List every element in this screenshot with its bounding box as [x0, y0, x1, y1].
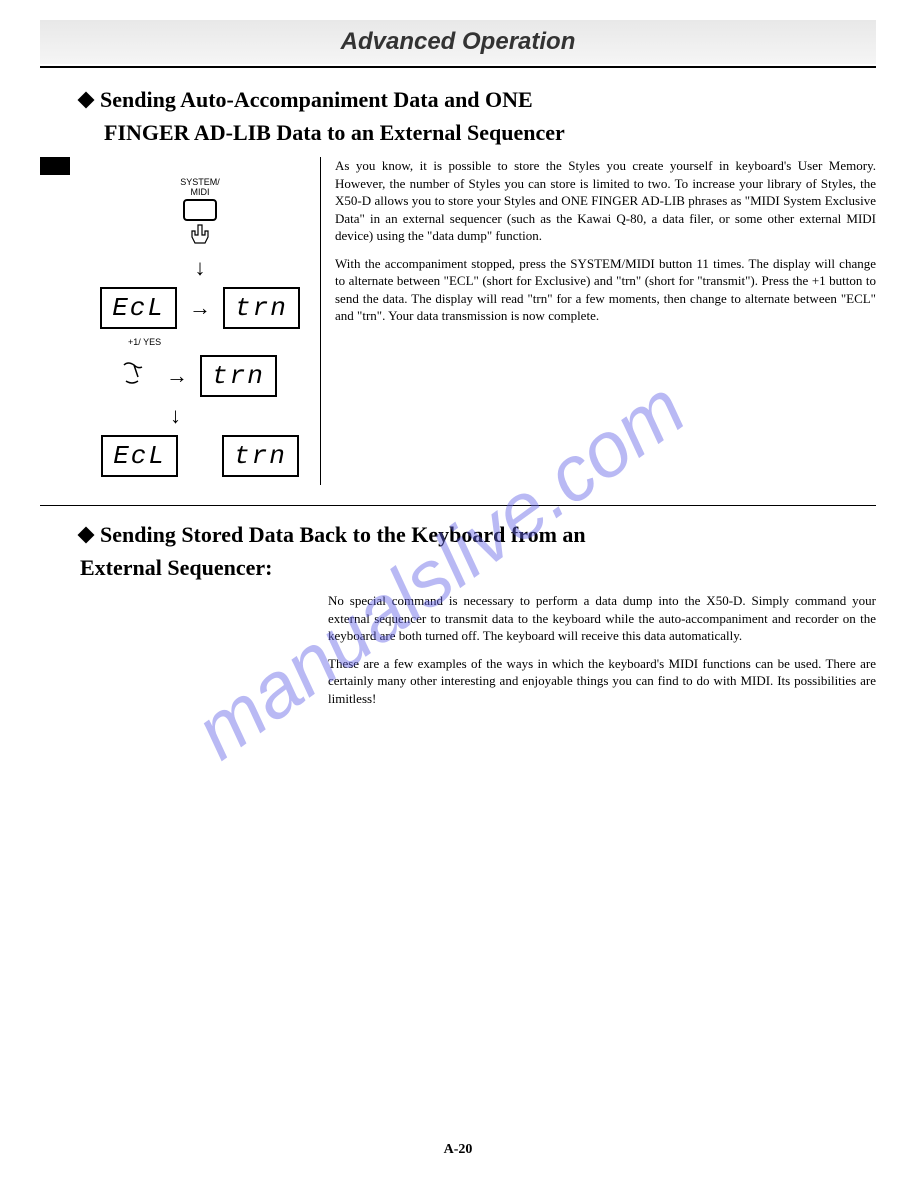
- segment-display-ecl-1: EcL: [100, 287, 177, 329]
- segment-display-trn-3: trn: [222, 435, 299, 477]
- section-2-content: No special command is necessary to perfo…: [40, 592, 876, 717]
- display-row-3: EcL trn: [100, 435, 300, 477]
- diamond-bullet-icon-2: [78, 526, 95, 543]
- segment-display-ecl-2: EcL: [101, 435, 178, 477]
- diagram-area: SYSTEM/ MIDI ↓ EcL → trn +1/ YES: [40, 157, 300, 477]
- section-1-body: As you know, it is possible to store the…: [335, 157, 876, 325]
- heading-line-1: Sending Auto-Accompaniment Data and ONE: [100, 87, 533, 112]
- page-number: A-20: [444, 1142, 473, 1158]
- section-2-body: No special command is necessary to perfo…: [328, 592, 876, 707]
- header-band: Advanced Operation: [40, 20, 876, 64]
- page-tab-indicator: [40, 157, 70, 175]
- section-2-para-2: These are a few examples of the ways in …: [328, 655, 876, 708]
- heading-2-line-2: External Sequencer:: [80, 555, 272, 580]
- display-row-1: EcL → trn: [100, 287, 300, 329]
- section-2: Sending Stored Data Back to the Keyboard…: [40, 518, 876, 717]
- system-midi-label: SYSTEM/ MIDI: [100, 177, 300, 197]
- arrow-down-icon: ↓: [100, 257, 300, 279]
- section-divider: [40, 505, 876, 506]
- section-1-para-1: As you know, it is possible to store the…: [335, 157, 876, 245]
- section-2-text-col: No special command is necessary to perfo…: [314, 592, 876, 717]
- diamond-bullet-icon: [78, 91, 95, 108]
- heading-2-line-1: Sending Stored Data Back to the Keyboard…: [100, 522, 586, 547]
- finger-touch-icon: [118, 357, 154, 395]
- arrow-right-icon-2: →: [166, 363, 188, 389]
- yes-label: +1/ YES: [128, 337, 300, 347]
- content-wrapper: Sending Auto-Accompaniment Data and ONE …: [40, 66, 876, 717]
- section-1-diagram-col: SYSTEM/ MIDI ↓ EcL → trn +1/ YES: [40, 157, 300, 485]
- arrow-right-icon: →: [189, 295, 211, 321]
- segment-display-trn-1: trn: [223, 287, 300, 329]
- section-1-heading: Sending Auto-Accompaniment Data and ONE …: [80, 83, 876, 149]
- heading-line-2: FINGER AD-LIB Data to an External Sequen…: [104, 120, 565, 145]
- page-header-title: Advanced Operation: [341, 28, 576, 55]
- segment-display-trn-2: trn: [200, 355, 277, 397]
- button-press-icon: [183, 199, 217, 221]
- section-2-para-1: No special command is necessary to perfo…: [328, 592, 876, 645]
- section-1-content: SYSTEM/ MIDI ↓ EcL → trn +1/ YES: [40, 157, 876, 485]
- section-1: Sending Auto-Accompaniment Data and ONE …: [40, 83, 876, 485]
- hand-press-icon: [100, 223, 300, 251]
- section-1-para-2: With the accompaniment stopped, press th…: [335, 255, 876, 325]
- arrow-down-icon-2: ↓: [170, 405, 300, 427]
- display-row-2: → trn: [118, 355, 300, 397]
- section-1-text-col: As you know, it is possible to store the…: [320, 157, 876, 485]
- section-2-spacer: [40, 592, 314, 717]
- section-2-heading: Sending Stored Data Back to the Keyboard…: [80, 518, 876, 584]
